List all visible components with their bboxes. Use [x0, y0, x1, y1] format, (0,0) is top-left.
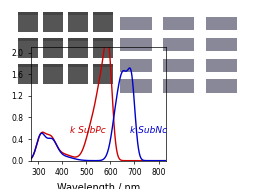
Bar [206, 38, 237, 51]
Bar [44, 38, 63, 41]
Bar [68, 66, 88, 84]
Bar [44, 66, 63, 84]
Bar [18, 66, 38, 84]
Bar [206, 59, 237, 72]
Bar [93, 14, 113, 32]
Bar [18, 64, 38, 67]
Bar [120, 38, 152, 51]
Bar [163, 79, 194, 93]
Bar [163, 59, 194, 72]
Bar [68, 64, 88, 67]
Bar [93, 40, 113, 58]
Bar [120, 17, 152, 30]
Text: k SubPc: k SubPc [70, 125, 105, 135]
Bar [18, 40, 38, 58]
X-axis label: Wavelength / nm: Wavelength / nm [57, 183, 140, 189]
Bar [206, 17, 237, 30]
Bar [18, 38, 38, 41]
Bar [93, 12, 113, 15]
Bar [93, 66, 113, 84]
Bar [44, 12, 63, 15]
Bar [93, 38, 113, 41]
Bar [44, 14, 63, 32]
Bar [68, 14, 88, 32]
Bar [206, 79, 237, 93]
Bar [18, 12, 38, 15]
Bar [163, 17, 194, 30]
Bar [163, 38, 194, 51]
Bar [120, 79, 152, 93]
Bar [93, 64, 113, 67]
Bar [68, 38, 88, 41]
Bar [44, 40, 63, 58]
Bar [68, 40, 88, 58]
Bar [44, 64, 63, 67]
Bar [68, 12, 88, 15]
Bar [120, 59, 152, 72]
Bar [18, 14, 38, 32]
Text: k SubNc: k SubNc [130, 125, 167, 135]
